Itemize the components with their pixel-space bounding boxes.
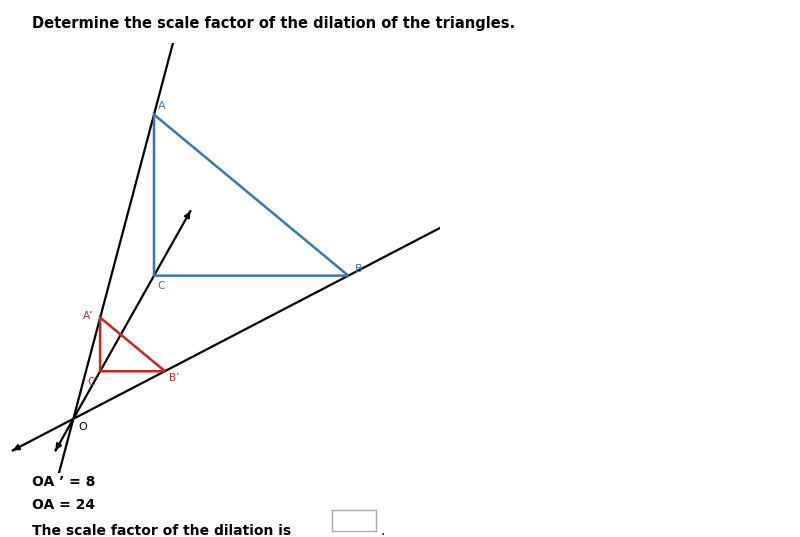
Text: OA ’ = 8: OA ’ = 8: [32, 475, 95, 489]
Text: A’: A’: [83, 311, 94, 321]
Text: The scale factor of the dilation is: The scale factor of the dilation is: [32, 524, 291, 537]
Text: O: O: [79, 423, 87, 432]
Text: .: .: [380, 524, 384, 537]
Text: Determine the scale factor of the dilation of the triangles.: Determine the scale factor of the dilati…: [32, 16, 515, 31]
Text: C: C: [158, 281, 166, 291]
Text: C’: C’: [87, 376, 98, 387]
Text: A: A: [158, 101, 166, 111]
Text: OA = 24: OA = 24: [32, 498, 95, 512]
Text: B: B: [355, 264, 362, 274]
Text: B’: B’: [169, 373, 179, 383]
